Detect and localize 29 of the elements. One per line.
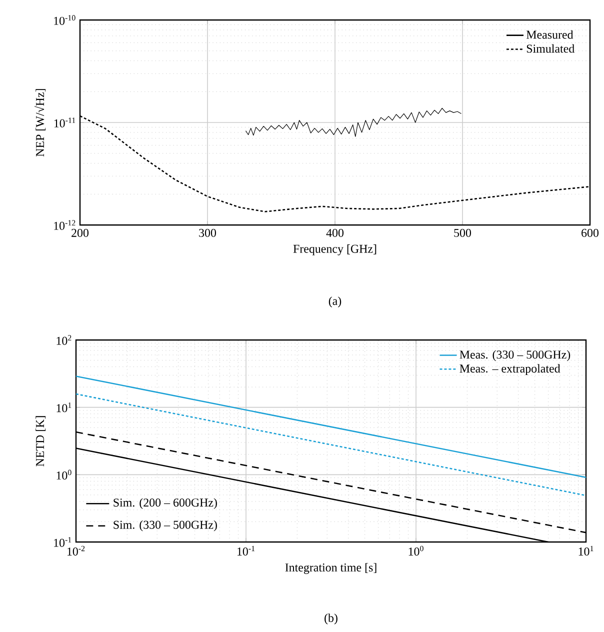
legend-label: Sim. (330 – 500GHz) bbox=[114, 520, 217, 532]
y-tick-label: 10$^{-11}$ bbox=[54, 118, 76, 128]
y-axis-title: NETD [K] bbox=[36, 416, 46, 466]
text: (b) bbox=[324, 614, 338, 624]
x-tick-label: 10$^{-2}$ bbox=[67, 546, 85, 556]
text: (a) bbox=[328, 296, 342, 308]
legend-label: Meas. (330 – 500GHz) bbox=[460, 350, 570, 362]
x-tick-label: 500 bbox=[454, 228, 472, 237]
x-tick-label: 200 bbox=[72, 228, 89, 237]
legend-label: Sim. (200 – 600GHz) bbox=[114, 498, 217, 510]
line-series bbox=[245, 108, 462, 137]
x-tick-label: 10$^{1}$ bbox=[578, 546, 594, 556]
x-axis-title: Integration time [s] bbox=[285, 563, 376, 574]
y-tick-label: 10$^{0}$ bbox=[56, 470, 72, 480]
legend-label: Simulated bbox=[526, 44, 574, 53]
legend-label: Meas. – extrapolated bbox=[460, 364, 560, 376]
y-axis-title: NEP [W/√Hz] bbox=[34, 89, 46, 156]
x-tick-label: 400 bbox=[326, 228, 344, 237]
y-tick-label: 10$^{-10}$ bbox=[54, 15, 76, 25]
y-tick-label: 10$^{2}$ bbox=[56, 335, 72, 345]
x-tick-label: 10$^{0}$ bbox=[408, 546, 424, 556]
x-tick-label: 10$^{-1}$ bbox=[238, 546, 255, 556]
x-tick-label: 600 bbox=[582, 228, 599, 237]
x-axis-title: Frequency [GHz] bbox=[293, 244, 376, 256]
x-tick-label: 300 bbox=[199, 228, 216, 237]
y-tick-label: 10$^{-12}$ bbox=[54, 220, 76, 230]
legend-label: Measured bbox=[526, 30, 574, 39]
y-tick-label: 10$^{1}$ bbox=[56, 402, 72, 412]
y-tick-label: 10$^{-1}$ bbox=[54, 537, 72, 547]
